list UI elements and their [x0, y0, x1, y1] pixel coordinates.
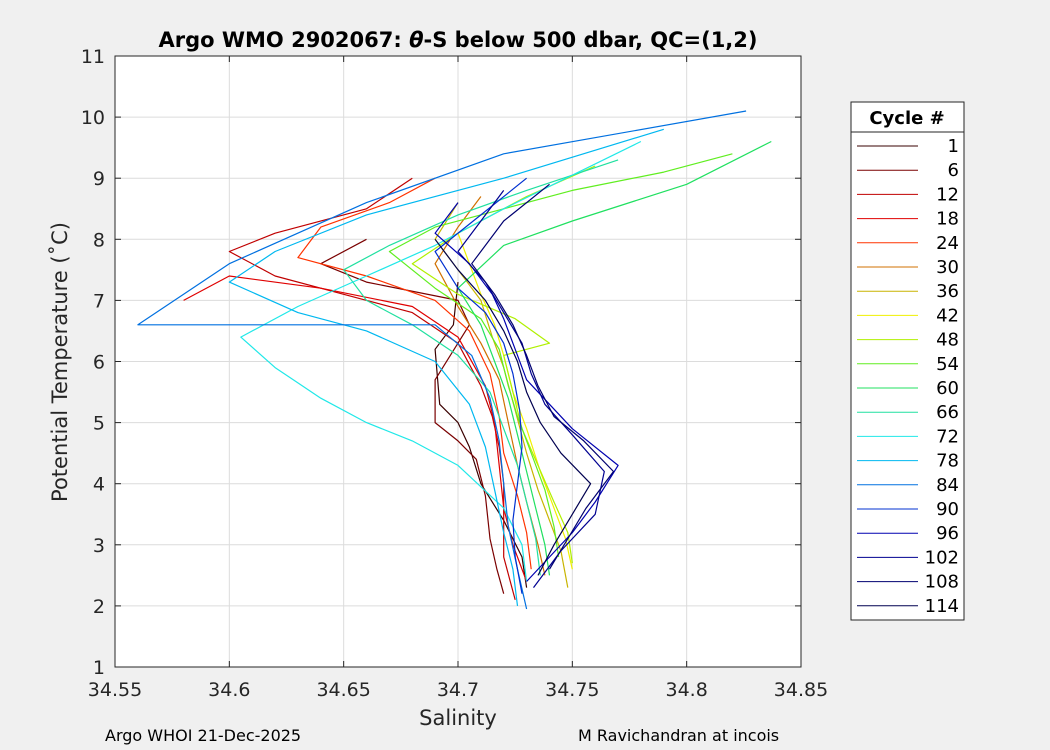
legend-label-18: 18: [936, 209, 959, 230]
series-line-cycle-54: [388, 153, 733, 558]
x-tick-label: 34.7: [437, 679, 479, 701]
series-line-cycle-24: [297, 177, 532, 570]
legend-label-114: 114: [925, 596, 959, 617]
series-line-cycle-66: [343, 159, 619, 576]
x-tick-label: 34.85: [774, 679, 828, 701]
plot-frame: [114, 55, 802, 668]
footer-right: M Ravichandran at incois: [578, 726, 779, 745]
legend: Cycle # 1 6 12 18 24 30 36 42 48 54 60 66 72 78 84 90 96…: [850, 101, 965, 621]
series-line-cycle-60: [457, 140, 772, 576]
y-axis-label: Potential Temperature (˚C): [48, 222, 72, 502]
series-line-cycle-114: [434, 238, 592, 576]
legend-label-66: 66: [936, 402, 959, 423]
legend-label-42: 42: [936, 305, 959, 326]
legend-label-72: 72: [936, 426, 959, 447]
footer-left: Argo WHOI 21-Dec-2025: [105, 726, 301, 745]
y-tick-label: 1: [93, 657, 105, 679]
series-line-cycle-18: [183, 275, 528, 582]
x-tick-labels: 34.55 34.6 34.65 34.7 34.75 34.8 34.85: [88, 679, 828, 701]
legend-label-36: 36: [936, 281, 959, 302]
y-tick-label: 6: [93, 352, 105, 374]
legend-label-78: 78: [936, 451, 959, 472]
x-tick-label: 34.65: [316, 679, 370, 701]
chart-title: Argo WMO 2902067: θ-S below 500 dbar, QC…: [158, 28, 757, 52]
y-tick-label: 9: [93, 168, 105, 190]
y-tick-label: 2: [93, 596, 105, 618]
legend-label-6: 6: [948, 160, 959, 181]
legend-label-24: 24: [936, 233, 959, 254]
series-lines: [137, 110, 772, 610]
legend-label-12: 12: [936, 184, 959, 205]
legend-label-96: 96: [936, 523, 959, 544]
x-tick-label: 34.55: [88, 679, 142, 701]
legend-label-1: 1: [948, 136, 959, 157]
legend-label-108: 108: [925, 572, 959, 593]
legend-label-30: 30: [936, 257, 959, 278]
series-line-cycle-78: [228, 128, 664, 606]
y-tick-label: 10: [81, 107, 105, 129]
y-tick-labels: 1 2 3 4 5 6 7 8 9 10 11: [81, 46, 105, 679]
y-tick-label: 3: [93, 535, 105, 557]
x-axis-label: Salinity: [419, 706, 497, 730]
x-tick-label: 34.75: [545, 679, 599, 701]
series-line-cycle-48: [411, 165, 596, 564]
legend-label-60: 60: [936, 378, 959, 399]
legend-label-102: 102: [925, 547, 959, 568]
y-tick-label: 5: [93, 413, 105, 435]
legend-label-90: 90: [936, 499, 959, 520]
legend-label-48: 48: [936, 330, 959, 351]
legend-title: Cycle #: [869, 108, 944, 129]
legend-label-84: 84: [936, 475, 959, 496]
x-tick-label: 34.8: [666, 679, 708, 701]
series-line-cycle-90: [434, 177, 527, 594]
x-tick-label: 34.6: [208, 679, 250, 701]
series-line-cycle-72: [240, 140, 642, 582]
legend-label-54: 54: [936, 354, 959, 375]
y-tick-label: 8: [93, 229, 105, 251]
y-tick-label: 4: [93, 474, 105, 496]
y-tick-label: 11: [81, 46, 105, 68]
series-line-cycle-6: [320, 238, 505, 594]
y-tick-label: 7: [93, 290, 105, 312]
series-line-cycle-102: [457, 190, 605, 588]
series-line-cycle-108: [471, 183, 615, 570]
series-line-cycle-1: [434, 282, 528, 588]
series-line-cycle-84: [137, 110, 747, 610]
